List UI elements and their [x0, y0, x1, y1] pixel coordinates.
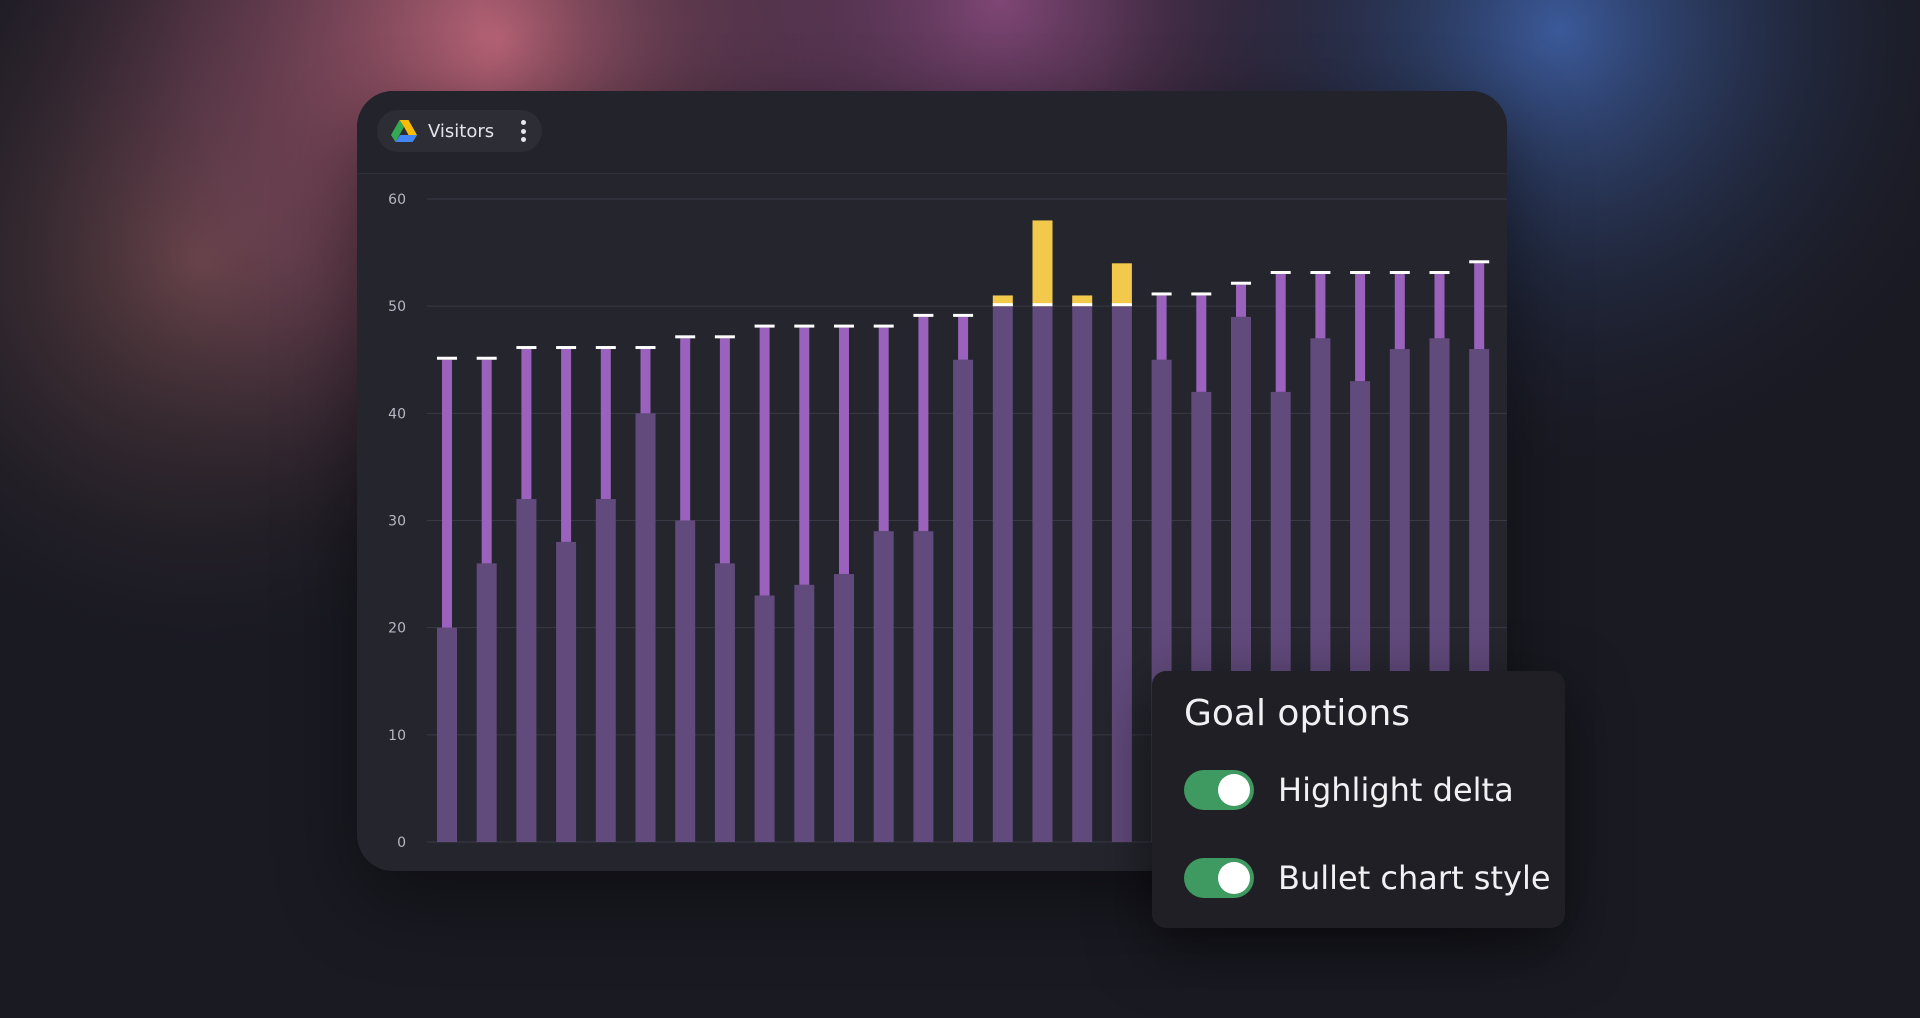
- google-drive-icon: [391, 120, 417, 142]
- goal-marker: [1191, 292, 1212, 296]
- chart-title: Visitors: [428, 120, 495, 142]
- goal-marker: [992, 303, 1013, 307]
- goal-gap-bar: [640, 349, 651, 414]
- goal-gap-bar: [918, 316, 929, 532]
- bar: [595, 499, 616, 842]
- bullet-chart-style-label: Bullet chart style: [1278, 859, 1551, 897]
- goal-marker: [476, 356, 497, 360]
- goal-marker: [675, 335, 696, 339]
- goal-gap-bar: [839, 327, 849, 575]
- toggle-knob: [1218, 774, 1250, 806]
- goal-marker: [873, 324, 894, 328]
- bar: [834, 574, 854, 842]
- goal-marker: [754, 324, 775, 328]
- goal-marker: [1072, 303, 1093, 307]
- bar: [754, 595, 775, 842]
- highlight-delta-label: Highlight delta: [1278, 771, 1514, 809]
- goal-gap-bar: [799, 327, 810, 585]
- y-tick-label: 10: [388, 728, 406, 744]
- goal-gap-bar: [481, 359, 492, 564]
- y-tick-label: 20: [388, 621, 406, 637]
- goal-marker: [1350, 271, 1371, 275]
- goal-marker: [834, 324, 854, 328]
- goal-gap-bar: [958, 316, 969, 360]
- goal-gap-bar: [878, 327, 889, 532]
- goal-gap-bar: [1355, 274, 1366, 382]
- goal-gap-bar: [1275, 274, 1286, 392]
- bar: [953, 359, 974, 842]
- goal-marker: [437, 356, 457, 360]
- bar: [635, 413, 656, 842]
- bar: [675, 520, 696, 842]
- bar: [1111, 306, 1132, 842]
- goal-gap-bar: [442, 359, 452, 628]
- exceeded-delta-bar: [1111, 263, 1132, 307]
- goal-marker: [1389, 271, 1410, 275]
- bar: [476, 563, 497, 842]
- goal-marker: [1270, 271, 1291, 275]
- goal-marker: [714, 335, 735, 339]
- bar: [873, 531, 894, 842]
- goal-marker: [595, 346, 616, 350]
- y-tick-label: 50: [388, 299, 406, 315]
- goal-gap-bar: [1236, 284, 1246, 317]
- goal-gap-bar: [1434, 274, 1445, 339]
- goal-gap-bar: [1474, 263, 1485, 350]
- bar: [516, 499, 537, 842]
- highlight-delta-toggle[interactable]: [1184, 770, 1254, 810]
- goal-gap-bar: [1156, 295, 1167, 360]
- goal-marker: [953, 313, 974, 317]
- goal-gap-bar: [1394, 274, 1405, 350]
- bullet-chart-style-toggle[interactable]: [1184, 858, 1254, 898]
- chart-title-pill[interactable]: Visitors: [377, 110, 543, 152]
- goal-marker: [1429, 271, 1450, 275]
- goal-marker: [1111, 303, 1132, 307]
- bar: [794, 584, 815, 842]
- bar: [913, 531, 934, 842]
- bar: [556, 541, 577, 842]
- y-tick-label: 30: [388, 514, 406, 530]
- highlight-delta-option[interactable]: Highlight delta: [1184, 770, 1514, 810]
- goal-marker: [1469, 260, 1490, 264]
- goal-options-title: Goal options: [1184, 693, 1411, 734]
- goal-gap-bar: [521, 349, 532, 500]
- goal-marker: [1032, 303, 1053, 307]
- y-tick-label: 0: [397, 835, 406, 851]
- bar: [714, 563, 735, 842]
- y-tick-label: 60: [388, 192, 406, 208]
- exceeded-delta-bar: [992, 295, 1013, 307]
- goal-marker: [556, 346, 577, 350]
- goal-gap-bar: [600, 349, 611, 500]
- goal-gap-bar: [680, 338, 691, 521]
- bullet-chart-style-option[interactable]: Bullet chart style: [1184, 858, 1551, 898]
- exceeded-delta-bar: [1072, 295, 1093, 307]
- bar: [437, 627, 457, 842]
- more-vertical-icon[interactable]: [520, 120, 526, 142]
- bar: [1032, 306, 1053, 842]
- card-header: Visitors: [357, 91, 1507, 174]
- bar: [992, 306, 1013, 842]
- toggle-knob: [1218, 862, 1250, 894]
- goal-gap-bar: [561, 349, 572, 542]
- goal-marker: [1231, 281, 1251, 285]
- goal-gap-bar: [1315, 274, 1326, 339]
- goal-marker: [635, 346, 656, 350]
- bar: [1072, 306, 1093, 842]
- exceeded-delta-bar: [1032, 220, 1053, 307]
- goal-gap-bar: [1196, 295, 1207, 392]
- goal-marker: [516, 346, 537, 350]
- goal-gap-bar: [719, 338, 730, 564]
- goal-gap-bar: [759, 327, 770, 596]
- y-tick-label: 40: [388, 406, 406, 422]
- goal-marker: [913, 313, 934, 317]
- goal-marker: [1310, 271, 1331, 275]
- goal-options-panel: Goal options Highlight delta Bullet char…: [1152, 671, 1565, 928]
- goal-marker: [794, 324, 815, 328]
- goal-marker: [1151, 292, 1172, 296]
